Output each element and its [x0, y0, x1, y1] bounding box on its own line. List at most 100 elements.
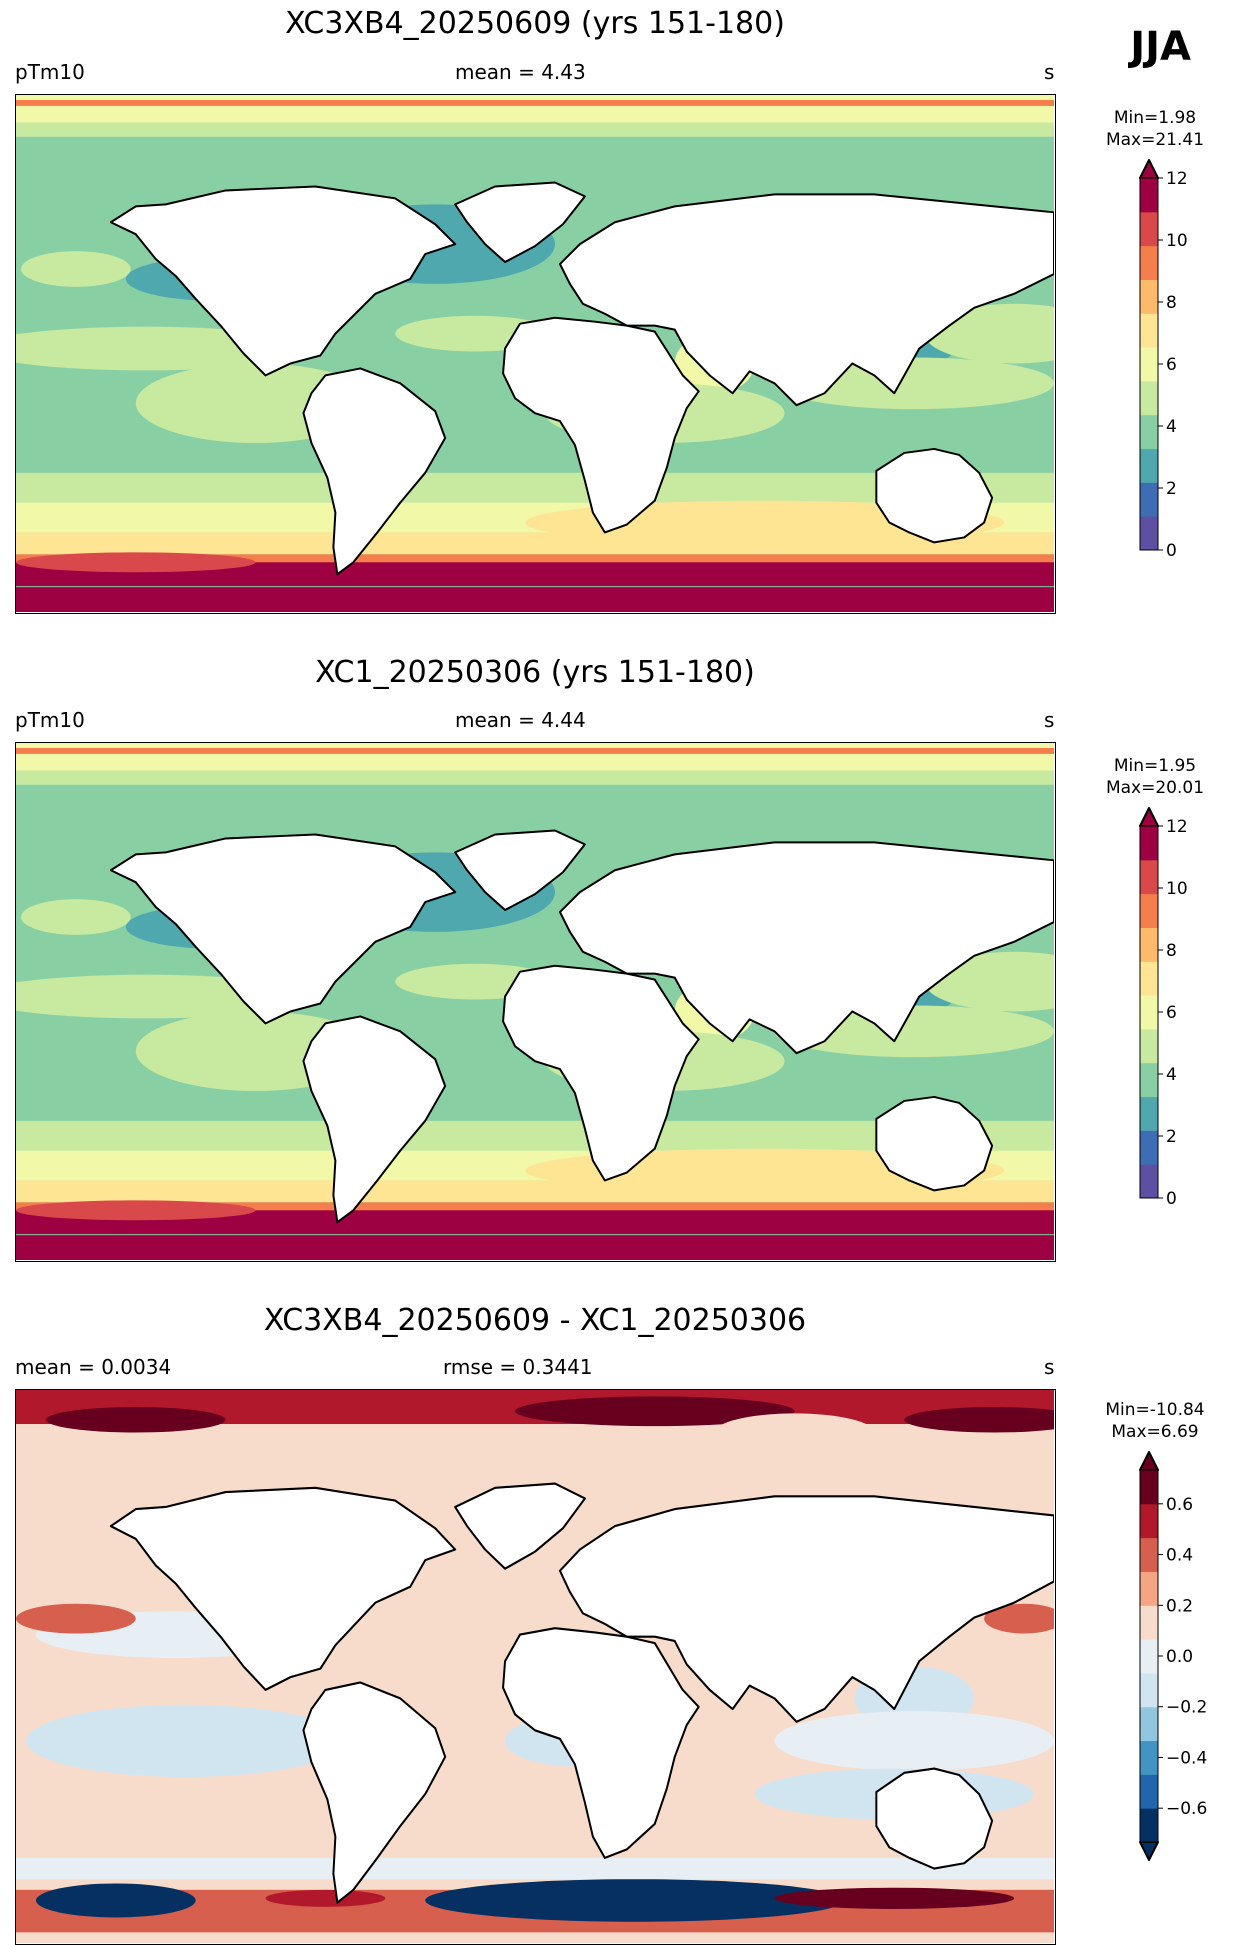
colorbar-tick-label: 2	[1166, 1127, 1177, 1147]
colorbar-max-extend	[1139, 1451, 1159, 1471]
colorbar-graphic: 0 2 4 6 8 10 12	[1139, 807, 1188, 1209]
panel3-rmse-label: rmse = 0.3441	[443, 1355, 593, 1379]
panel3-map	[15, 1389, 1056, 1945]
colorbar-segment	[1140, 482, 1158, 517]
colorbar-segment	[1140, 859, 1158, 895]
greenland-landmass	[454, 1482, 586, 1570]
panel3-title: XC3XB4_20250609 - XC1_20250306	[263, 1303, 807, 1338]
panel2-title: XC1_20250306 (yrs 151-180)	[315, 655, 755, 690]
colorbar-segment	[1140, 1740, 1158, 1775]
colorbar-segment	[1140, 1605, 1158, 1640]
panel1-variable-label: pTm10	[15, 60, 85, 84]
panel3-units-label: s	[1044, 1355, 1055, 1379]
colorbar-tick-label: −0.2	[1166, 1698, 1207, 1718]
colorbar-segment	[1140, 1164, 1158, 1199]
colorbar-tick-label: 6	[1166, 1003, 1177, 1023]
colorbar-segment	[1140, 1672, 1158, 1708]
colorbar-tick-label: 8	[1166, 293, 1177, 313]
panel2-map	[15, 742, 1056, 1262]
panel3-max-label: Max=6.69	[1111, 1422, 1199, 1442]
colorbar-graphic: 0 2 4 6 8 10 12	[1139, 159, 1188, 561]
colorbar-max-extend	[1139, 807, 1159, 827]
colorbar-tick-label: 0.2	[1166, 1596, 1193, 1616]
map-field	[16, 1390, 1054, 1943]
map-field	[16, 95, 1054, 612]
colorbar-tick-label: 2	[1166, 479, 1177, 499]
colorbar-segment	[1140, 1503, 1158, 1539]
colorbar-segment	[1140, 211, 1158, 247]
colorbar-segment	[1140, 245, 1158, 280]
panel1-units-label: s	[1044, 60, 1055, 84]
africa-landmass	[502, 1627, 700, 1859]
north-america-landmass	[109, 185, 457, 377]
colorbar-tick-label: −0.6	[1166, 1799, 1207, 1819]
colorbar-tick-label: 4	[1166, 1065, 1177, 1085]
panel1-map	[15, 94, 1056, 614]
colorbar-segment	[1140, 313, 1158, 348]
panel1-title: XC3XB4_20250609 (yrs 151-180)	[285, 6, 785, 41]
colorbar-segment	[1140, 1639, 1158, 1674]
colorbar-min-extend	[1139, 1841, 1159, 1861]
africa-landmass	[502, 964, 700, 1182]
colorbar-segment	[1140, 1028, 1158, 1064]
panel2-colorbar: 0 2 4 6 8 10 12	[1139, 807, 1257, 1232]
north-america-landmass	[109, 833, 457, 1025]
colorbar-tick-label: 0.4	[1166, 1546, 1193, 1566]
colorbar-segment	[1140, 1706, 1158, 1742]
eurasia-landmass	[558, 1495, 1054, 1723]
south-america-landmass	[302, 367, 447, 576]
panel3-min-label: Min=-10.84	[1105, 1400, 1205, 1420]
panel2-mean-label: mean = 4.44	[455, 708, 586, 732]
australia-landmass	[875, 447, 994, 544]
season-label: JJA	[1130, 24, 1191, 70]
panel1-max-label: Max=21.41	[1105, 130, 1205, 150]
colorbar-tick-label: 10	[1166, 231, 1188, 251]
colorbar-segment	[1140, 1808, 1158, 1843]
colorbar-tick-label: 10	[1166, 879, 1188, 899]
panel3-mean-label: mean = 0.0034	[15, 1355, 172, 1379]
colorbar-segment	[1140, 893, 1158, 928]
australia-landmass	[875, 1767, 994, 1870]
australia-landmass	[875, 1095, 994, 1192]
panel1-colorbar: 0 2 4 6 8 10 12	[1139, 159, 1257, 584]
colorbar-tick-label: 8	[1166, 941, 1177, 961]
colorbar-segment	[1140, 414, 1158, 450]
panel1-min-label: Min=1.98	[1113, 108, 1197, 128]
greenland-landmass	[454, 829, 586, 912]
eurasia-landmass	[558, 841, 1054, 1055]
colorbar-segment	[1140, 1062, 1158, 1098]
colorbar-segment	[1140, 1130, 1158, 1165]
colorbar-tick-label: 0	[1166, 1189, 1177, 1209]
colorbar-segment	[1140, 1537, 1158, 1572]
colorbar-tick-label: 0.6	[1166, 1495, 1193, 1515]
colorbar-segment	[1140, 279, 1158, 314]
panel3-colorbar: 0.6 0.4 0.2 0.0 −0.2 −0.4 −0.6	[1139, 1451, 1257, 1876]
colorbar-tick-label: 6	[1166, 355, 1177, 375]
panel2-min-label: Min=1.95	[1113, 756, 1197, 776]
south-america-landmass	[302, 1015, 447, 1224]
colorbar-segment	[1140, 1571, 1158, 1606]
panel2-max-label: Max=20.01	[1105, 778, 1205, 798]
map-field	[16, 743, 1054, 1260]
africa-landmass	[502, 316, 700, 534]
eurasia-landmass	[558, 193, 1054, 407]
north-america-landmass	[109, 1486, 457, 1691]
colorbar-tick-label: 12	[1166, 817, 1188, 837]
colorbar-segment	[1140, 380, 1158, 416]
colorbar-tick-label: −0.4	[1166, 1748, 1207, 1768]
panel2-variable-label: pTm10	[15, 708, 85, 732]
colorbar-segment	[1140, 1470, 1158, 1505]
colorbar-segment	[1140, 826, 1158, 861]
colorbar-tick-label: 4	[1166, 417, 1177, 437]
south-america-landmass	[302, 1681, 447, 1904]
colorbar-segment	[1140, 1774, 1158, 1809]
colorbar-segment	[1140, 927, 1158, 962]
colorbar-graphic: 0.6 0.4 0.2 0.0 −0.2 −0.4 −0.6	[1139, 1451, 1207, 1861]
greenland-landmass	[454, 181, 586, 264]
colorbar-segment	[1140, 347, 1158, 382]
colorbar-segment	[1140, 995, 1158, 1030]
colorbar-tick-label: 0.0	[1166, 1647, 1193, 1667]
colorbar-max-extend	[1139, 159, 1159, 179]
panel2-units-label: s	[1044, 708, 1055, 732]
colorbar-tick-label: 12	[1166, 169, 1188, 189]
